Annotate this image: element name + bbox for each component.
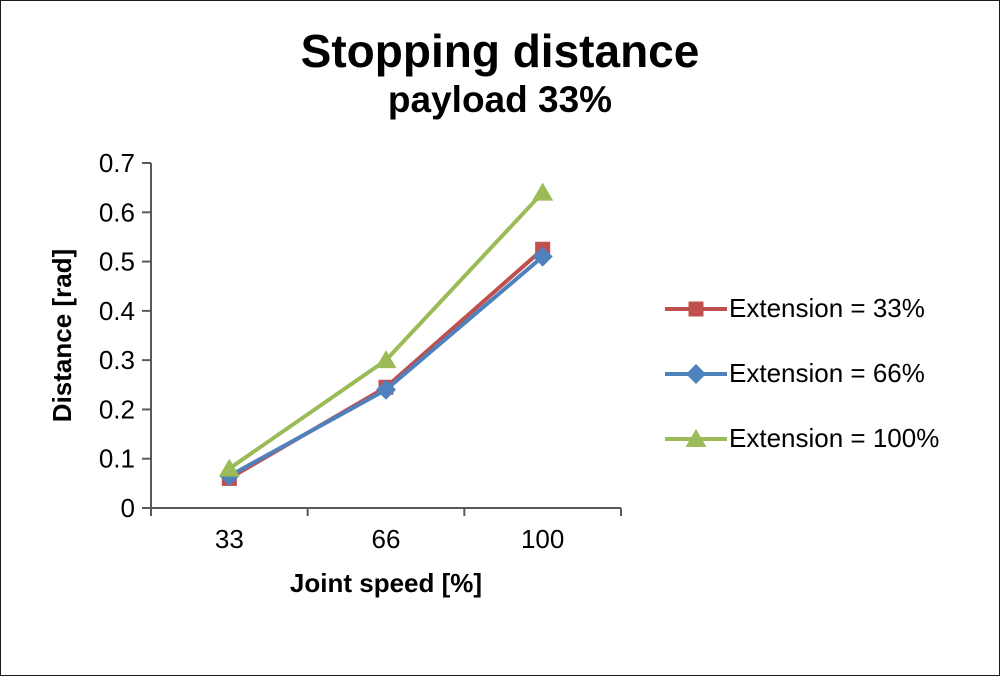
- series-2-point-2: [532, 182, 554, 201]
- chart-content: 0 0.1 0.2 0.3 0.4 0.5 0.6 0.7 33 66 100 Joint speed…: [1, 133, 999, 611]
- legend-item-0: Extension = 33%: [663, 293, 939, 324]
- line-chart-plot: 0 0.1 0.2 0.3 0.4 0.5 0.6 0.7 33 66 100 Joint speed…: [47, 148, 622, 598]
- y-tick-label: 0.1: [99, 444, 135, 474]
- series-1-point-1: [376, 380, 396, 401]
- legend-key-icon: [665, 363, 727, 384]
- y-axis-title: Distance [rad]: [47, 249, 77, 422]
- series-1-point-2: [532, 246, 553, 267]
- y-tick-label: 0: [121, 493, 135, 523]
- y-tick-label: 0.5: [99, 247, 135, 277]
- x-axis-title: Joint speed [%]: [290, 568, 482, 598]
- x-tick-label: 100: [521, 524, 564, 554]
- series-2-point-0: [218, 458, 240, 477]
- legend-marker-square-icon: [688, 301, 704, 317]
- y-tick-label: 0.2: [99, 395, 135, 425]
- y-tick-label: 0.4: [99, 296, 135, 326]
- legend-item-1: Extension = 66%: [663, 358, 939, 389]
- legend-key-icon: [665, 428, 727, 447]
- legend-label: Extension = 66%: [729, 358, 925, 389]
- y-tick-label: 0.7: [99, 148, 135, 178]
- series-2-point-1: [375, 350, 397, 369]
- x-tick-label: 33: [215, 524, 244, 554]
- x-tick-label: 66: [372, 524, 401, 554]
- legend-marker-diamond-icon: [686, 363, 706, 384]
- legend-key-icon: [665, 301, 727, 317]
- chart-legend: Extension = 33% Extension = 66% Extension …: [663, 293, 939, 454]
- legend-item-2: Extension = 100%: [663, 423, 939, 454]
- chart-subtitle: payload 33%: [387, 79, 613, 121]
- legend-label: Extension = 33%: [729, 293, 925, 324]
- y-tick-label: 0.3: [99, 345, 135, 375]
- chart-title: Stopping distance: [300, 25, 700, 77]
- legend-marker-triangle-icon: [685, 428, 707, 447]
- y-tick-label: 0.6: [99, 198, 135, 228]
- legend-label: Extension = 100%: [729, 423, 940, 454]
- series-line-2: [228, 191, 545, 471]
